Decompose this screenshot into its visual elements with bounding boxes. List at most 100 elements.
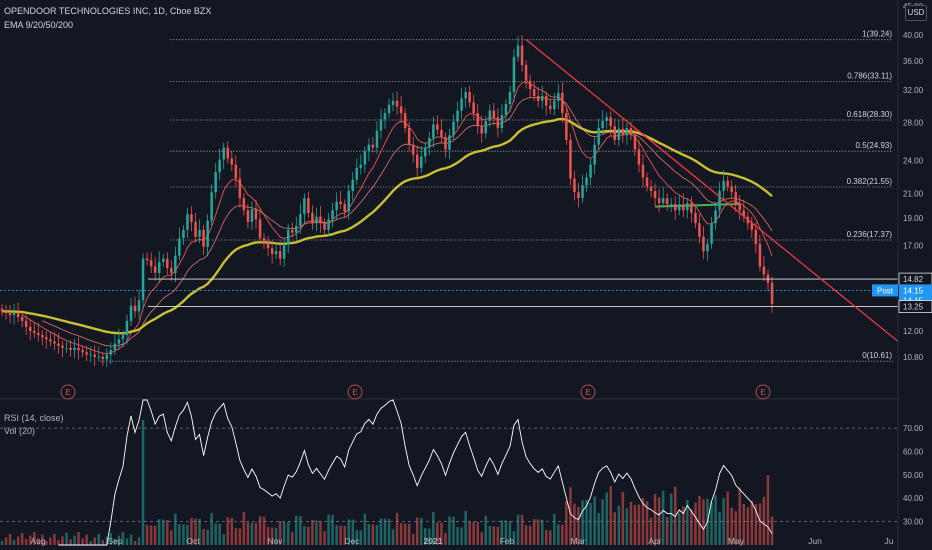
- volume-bar: [331, 514, 334, 545]
- volume-bar: [93, 537, 96, 545]
- volume-bar: [416, 517, 419, 545]
- rsi-indicator-label[interactable]: RSI (14, close): [4, 413, 64, 423]
- candle-body: [734, 192, 737, 205]
- volume-bar: [653, 494, 657, 545]
- volume-bar: [270, 527, 274, 545]
- candle-body: [37, 333, 40, 336]
- volume-bar: [347, 519, 350, 545]
- volume-indicator-label[interactable]: Vol (20): [4, 426, 36, 436]
- volume-bar: [730, 507, 733, 545]
- candle-body: [577, 192, 580, 199]
- volume-bar: [8, 533, 12, 545]
- volume-bar: [391, 529, 395, 545]
- time-axis[interactable]: Aug Sep Oct Nov Dec 2021 Feb Mar Apr May Jun Ju: [30, 536, 893, 546]
- volume-bar: [686, 499, 689, 545]
- volume-bar: [432, 512, 435, 545]
- volume-bar: [214, 523, 217, 545]
- ema-indicator-label[interactable]: EMA 9/20/50/200: [4, 20, 74, 30]
- volume-bar: [371, 524, 375, 545]
- price-tick-label: 32.00: [903, 86, 924, 95]
- candle-body: [593, 144, 596, 165]
- volume-bar: [323, 531, 326, 545]
- volume-bar: [351, 519, 354, 545]
- volume-bar: [41, 534, 44, 545]
- candle-body: [508, 92, 512, 104]
- price-tick-label: 12.00: [903, 327, 924, 336]
- volume-bar: [428, 528, 431, 545]
- trendline[interactable]: [525, 39, 899, 342]
- horizontal-levels: [0, 278, 898, 308]
- candle-body: [85, 352, 88, 355]
- candle-body: [520, 45, 524, 65]
- candle-body: [609, 117, 612, 127]
- candle-body: [601, 120, 604, 128]
- candle-body: [436, 124, 439, 130]
- post-price-bg: [899, 284, 932, 297]
- volume-bar: [589, 503, 592, 545]
- volume-bar: [307, 526, 310, 545]
- volume-bar: [335, 525, 338, 545]
- candle-body: [565, 113, 568, 140]
- candle-body: [549, 105, 552, 109]
- candle-body: [327, 219, 330, 230]
- volume-bar: [565, 501, 568, 545]
- candle-body: [387, 104, 391, 114]
- volume-bar: [452, 516, 455, 545]
- volume-bar: [569, 487, 572, 545]
- candle-body: [742, 210, 745, 217]
- candle-body: [710, 223, 713, 244]
- price-tick-label: 36.00: [903, 57, 924, 66]
- volume-bar: [282, 521, 286, 545]
- candle-body: [420, 156, 423, 168]
- candle-body: [649, 186, 653, 191]
- candle-body: [178, 238, 181, 256]
- volume-bar: [625, 508, 629, 545]
- volume-bar: [262, 516, 266, 545]
- time-tick-label: Feb: [500, 536, 515, 546]
- candle-body: [113, 343, 117, 351]
- candle-body: [613, 126, 616, 140]
- currency-button[interactable]: USD: [905, 5, 927, 21]
- candle-body: [718, 191, 721, 211]
- candle-body: [101, 356, 104, 360]
- volume-bar: [541, 519, 544, 545]
- level-price-bg: [898, 300, 932, 314]
- candle-body: [335, 201, 338, 211]
- candle-body: [246, 210, 250, 222]
- time-tick-label: Aug: [30, 536, 45, 546]
- volume-bar: [480, 532, 483, 545]
- candle-body: [162, 258, 165, 262]
- candle-body: [653, 191, 657, 199]
- candle-body: [762, 266, 766, 275]
- earnings-icon-letter: E: [352, 388, 357, 397]
- price-tick-label: 10.80: [903, 353, 924, 362]
- volume-bar: [621, 492, 625, 545]
- time-tick-label: 2021: [424, 536, 443, 546]
- candle-body: [73, 347, 76, 351]
- volume-bar: [319, 520, 322, 545]
- volume-bar: [476, 522, 479, 545]
- candle-body: [674, 204, 677, 211]
- rsi-tick-label: 40.00: [903, 494, 924, 503]
- candle-body: [730, 186, 733, 193]
- volume-bar: [182, 524, 185, 545]
- candle-body: [12, 313, 16, 316]
- volume-bar: [694, 502, 697, 545]
- volume-bar: [722, 498, 725, 545]
- rsi-line: [58, 399, 773, 546]
- candle-body: [541, 96, 544, 101]
- candle-body: [476, 113, 479, 127]
- candle-body: [234, 164, 238, 179]
- candle-body: [383, 113, 387, 120]
- volume-bar: [742, 504, 745, 545]
- volume-bar: [174, 513, 177, 545]
- candle-body: [129, 305, 133, 321]
- candle-body: [291, 229, 294, 233]
- volume-bar: [734, 511, 737, 545]
- volume-bar: [488, 526, 492, 545]
- price-tick-label: 19.00: [903, 214, 924, 223]
- volume-bar: [710, 502, 713, 545]
- candle-body: [153, 266, 157, 273]
- candle-body: [57, 343, 60, 346]
